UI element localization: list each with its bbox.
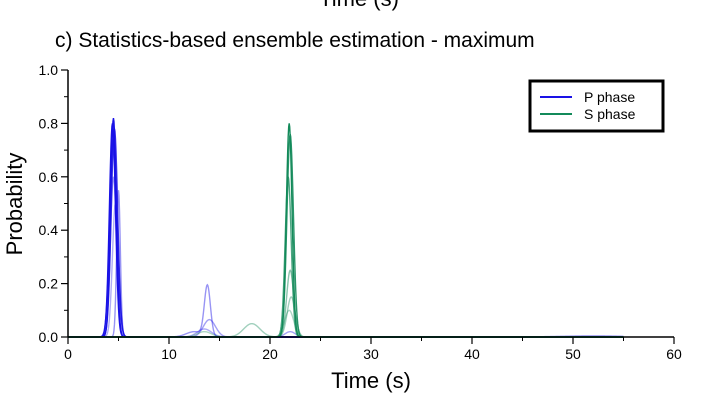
series-line-3 bbox=[68, 139, 624, 338]
series-line-8 bbox=[68, 133, 624, 338]
y-tick-label-5: 1.0 bbox=[39, 62, 59, 78]
legend-box bbox=[528, 79, 665, 133]
cut-off-axis-label: Time (s) bbox=[0, 0, 718, 12]
y-tick-label-2: 0.4 bbox=[39, 222, 59, 238]
y-tick-label-4: 0.8 bbox=[39, 115, 59, 131]
x-axis-label: Time (s) bbox=[331, 368, 411, 393]
chart-title: c) Statistics-based ensemble estimation … bbox=[55, 29, 535, 52]
x-tick-label-0: 0 bbox=[64, 346, 72, 362]
series-line-9 bbox=[68, 176, 624, 338]
y-tick-label-3: 0.6 bbox=[39, 169, 59, 185]
x-tick-label-2: 20 bbox=[262, 346, 278, 362]
y-axis-label: Probability bbox=[2, 153, 27, 256]
x-tick-label-1: 10 bbox=[161, 346, 177, 362]
x-tick-label-4: 40 bbox=[464, 346, 480, 362]
series-line-5 bbox=[68, 176, 624, 338]
series-layer bbox=[68, 117, 624, 338]
series-line-0 bbox=[68, 117, 624, 338]
x-tick-label-6: 60 bbox=[666, 346, 682, 362]
axes-layer: 0 10 20 30 40 50 60 0.0 0.2 0.4 0.6 0.8 1.0 bbox=[39, 62, 682, 362]
series-line-4 bbox=[68, 190, 624, 338]
series-line-12 bbox=[68, 309, 624, 338]
x-tick-label-3: 30 bbox=[363, 346, 379, 362]
legend-label-0: P phase bbox=[584, 89, 635, 105]
y-tick-label-1: 0.2 bbox=[39, 276, 59, 292]
series-line-6 bbox=[68, 200, 624, 338]
series-line-10 bbox=[68, 269, 624, 338]
series-line-1 bbox=[68, 123, 624, 338]
series-line-7 bbox=[68, 123, 624, 338]
series-line-11 bbox=[68, 296, 624, 338]
x-tick-label-5: 50 bbox=[565, 346, 581, 362]
y-tick-label-0: 0.0 bbox=[39, 329, 59, 345]
legend-label-1: S phase bbox=[584, 106, 636, 122]
series-line-2 bbox=[68, 128, 624, 338]
